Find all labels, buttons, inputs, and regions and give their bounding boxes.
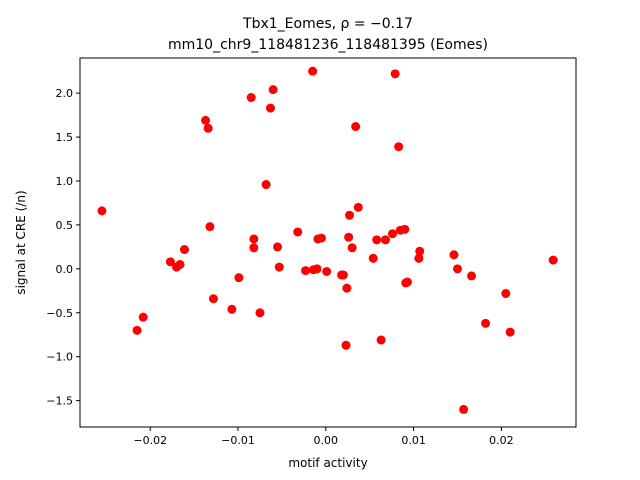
y-tick-label: 2.0 [56, 87, 74, 100]
data-point [505, 327, 515, 337]
chart-title-line1: Tbx1_Eomes, ρ = −0.17 [242, 16, 413, 32]
x-tick-label: 0.01 [401, 434, 426, 447]
data-point [208, 294, 218, 304]
data-point [205, 222, 215, 232]
data-point [165, 257, 175, 267]
data-point [249, 234, 259, 244]
data-point [316, 233, 326, 243]
data-point [338, 270, 348, 280]
x-axis-ticks: −0.02 −0.01 0.00 0.01 0.02 [133, 427, 514, 447]
data-point [341, 340, 351, 350]
data-point [548, 255, 558, 265]
x-axis-label: motif activity [288, 456, 367, 470]
data-point [261, 180, 271, 190]
y-axis-ticks: −1.5 −1.0 −0.5 0.0 0.5 1.0 1.5 2.0 [46, 87, 80, 408]
y-tick-label: 0.0 [56, 263, 74, 276]
data-point [201, 115, 211, 125]
data-point [273, 242, 283, 252]
data-point [372, 235, 382, 245]
data-point [467, 271, 477, 281]
chart-title-line2: mm10_chr9_118481236_118481395 (Eomes) [168, 37, 488, 53]
data-point [459, 404, 469, 414]
data-point [388, 229, 398, 239]
data-point [481, 318, 491, 328]
data-point [308, 66, 318, 76]
data-point [249, 243, 259, 253]
x-tick-label: −0.01 [221, 434, 255, 447]
data-point [400, 224, 410, 234]
data-point [268, 85, 278, 95]
x-tick-label: 0.00 [314, 434, 339, 447]
y-tick-label: −1.5 [46, 395, 73, 408]
y-tick-label: 1.5 [56, 131, 74, 144]
data-point [449, 250, 459, 260]
data-point [293, 227, 303, 237]
data-points [97, 66, 558, 414]
data-point [344, 232, 354, 242]
data-point [274, 262, 284, 272]
data-point [301, 266, 311, 276]
data-point [227, 304, 237, 314]
data-point [390, 69, 400, 79]
data-point [255, 308, 265, 318]
data-point [322, 266, 332, 276]
data-point [402, 277, 412, 287]
data-point [501, 288, 511, 298]
data-point [132, 325, 142, 335]
data-point [452, 264, 462, 274]
x-tick-label: −0.02 [133, 434, 167, 447]
data-point [179, 245, 189, 255]
data-point [345, 210, 355, 220]
data-point [234, 273, 244, 283]
data-point [203, 123, 213, 133]
data-point [347, 243, 357, 253]
y-axis-label: signal at CRE (/n) [14, 190, 28, 294]
y-tick-label: −1.0 [46, 351, 73, 364]
y-tick-label: 0.5 [56, 219, 74, 232]
data-point [415, 246, 425, 256]
data-point [414, 253, 424, 263]
data-point [376, 335, 386, 345]
y-tick-label: −0.5 [46, 307, 73, 320]
data-point [381, 235, 391, 245]
data-point [246, 93, 256, 103]
data-point [265, 103, 275, 113]
data-point [353, 202, 363, 212]
plot-frame [79, 57, 577, 428]
x-tick-label: 0.02 [489, 434, 514, 447]
data-point [175, 259, 185, 269]
y-tick-label: 1.0 [56, 175, 74, 188]
data-point [351, 122, 361, 132]
data-point [97, 206, 107, 216]
data-point [394, 142, 404, 152]
data-point [368, 253, 378, 263]
data-point [342, 283, 352, 293]
data-point [312, 264, 322, 274]
data-point [138, 312, 148, 322]
